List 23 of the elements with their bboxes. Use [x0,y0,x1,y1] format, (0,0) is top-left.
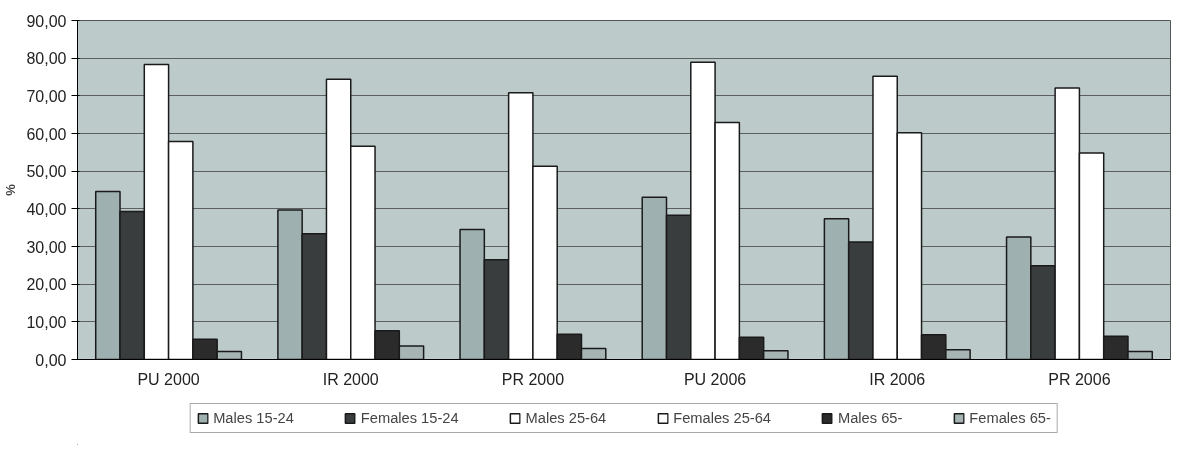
x-tick-label: IR 2006 [869,370,926,388]
legend-label: Females 15-24 [360,409,459,426]
x-tick-label: PR 2006 [1048,370,1111,388]
y-tick-label: 30,00 [26,238,67,256]
y-tick-label: 50,00 [26,163,67,181]
y-tick-label: 0,00 [35,351,67,369]
y-tick-label: 20,00 [26,276,67,294]
y-tick-label: 60,00 [26,125,67,143]
x-tick-label: PU 2006 [683,370,747,388]
y-tick-label: 10,00 [26,313,67,331]
y-axis-title: % [3,183,19,196]
y-tick-label: 90,00 [26,12,67,30]
x-tick-label: PR 2000 [501,370,565,388]
x-tick-label: IR 2000 [322,370,379,388]
y-tick-label: 80,00 [26,50,67,68]
legend-label: Males 25-64 [525,409,607,426]
x-tick-label: PU 2000 [137,370,200,388]
legend-label: Females 25-64 [673,409,772,426]
legend-label: Females 65- [969,409,1051,426]
y-tick-label: 70,00 [26,87,67,105]
legend-label: Males 15-24 [213,409,294,426]
legend-label: Males 65- [838,409,903,426]
y-tick-label: 40,00 [26,200,67,218]
